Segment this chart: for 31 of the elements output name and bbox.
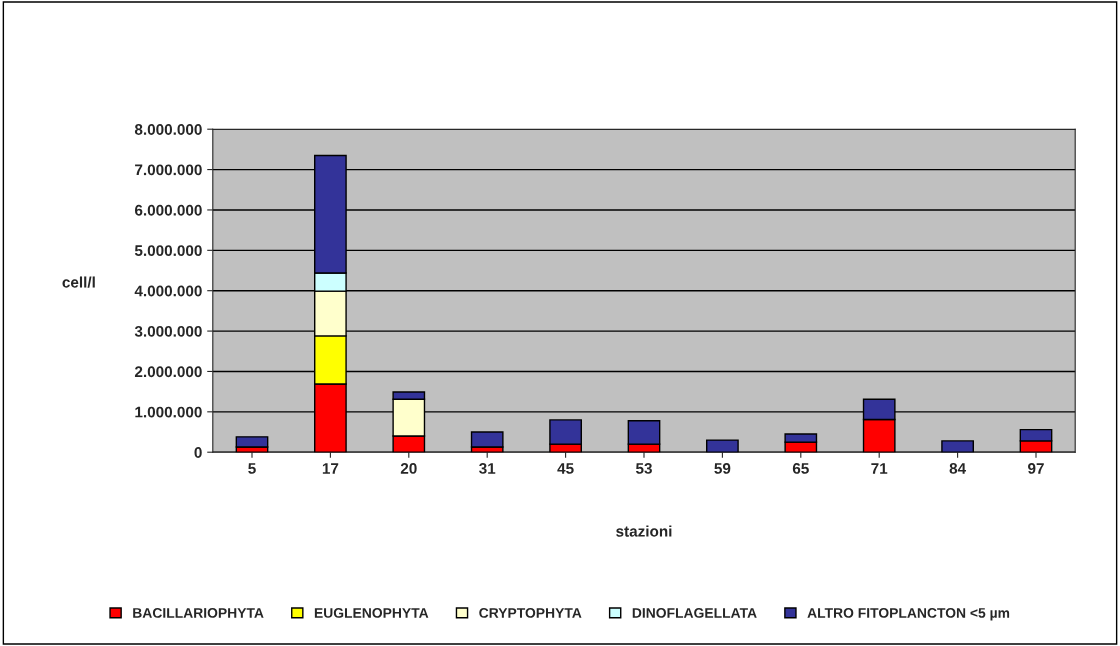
y-tick-label: 6.000.000 bbox=[134, 204, 202, 216]
x-tick-label: 5 bbox=[248, 463, 256, 474]
legend-label: CRYPTOPHYTA bbox=[479, 607, 582, 618]
bar bbox=[706, 439, 739, 453]
y-tick-label: 1.000.000 bbox=[135, 406, 202, 418]
y-tick-label: 0 bbox=[194, 447, 202, 458]
bar bbox=[470, 431, 504, 448]
y-tick-label: 8.000.000 bbox=[134, 124, 202, 135]
x-tick-label: 65 bbox=[792, 463, 809, 474]
y-axis-title: cell/l bbox=[62, 276, 95, 288]
legend-label: DINOFLAGELLATA bbox=[632, 607, 757, 618]
x-tick-label: 17 bbox=[322, 463, 339, 474]
bar bbox=[235, 436, 269, 448]
legend-label: EUGLENOPHYTA bbox=[314, 607, 429, 618]
y-tick-label: 4.000.000 bbox=[134, 285, 202, 297]
y-tick-label: 3.000.000 bbox=[134, 325, 202, 337]
x-tick-label: 53 bbox=[635, 463, 652, 474]
y-tick-label: 5.000.000 bbox=[134, 245, 202, 257]
x-tick-label: 31 bbox=[479, 463, 496, 474]
x-tick-label: 45 bbox=[557, 463, 574, 474]
legend-label: BACILLARIOPHYTA bbox=[133, 607, 264, 618]
x-axis-title: stazioni bbox=[616, 525, 672, 537]
legend-label: ALTRO FITOPLANCTON <5 µm bbox=[807, 607, 1010, 621]
x-tick-label: 20 bbox=[400, 463, 417, 474]
bar bbox=[941, 440, 974, 453]
x-tick-label: 71 bbox=[871, 463, 888, 474]
x-tick-label: 59 bbox=[714, 463, 731, 474]
y-tick-label: 2.000.000 bbox=[134, 366, 202, 378]
x-tick-label: 97 bbox=[1028, 463, 1044, 474]
x-tick-label: 84 bbox=[949, 463, 967, 474]
y-tick-label: 7.000.000 bbox=[135, 164, 202, 176]
